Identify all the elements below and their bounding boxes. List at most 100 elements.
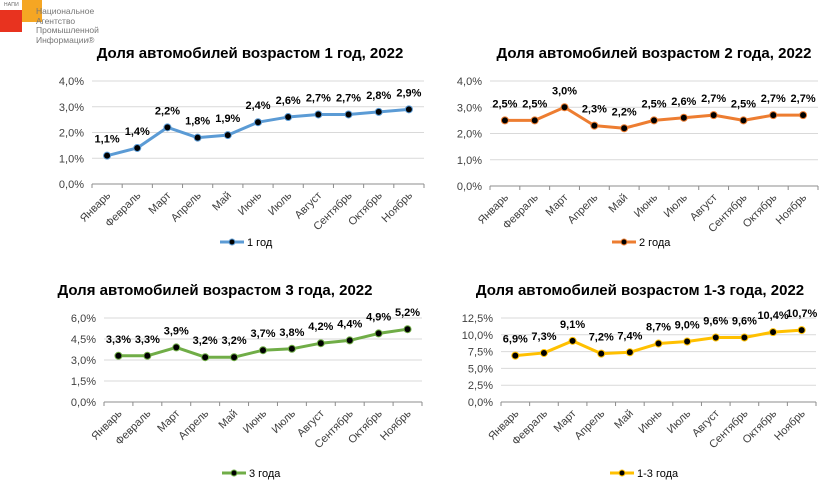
data-label: 2,7% [306,92,331,104]
y-tick-label: 4,0% [457,76,482,88]
legend-label: 3 года [249,468,281,480]
data-label: 3,2% [193,335,218,347]
data-label: 3,9% [164,325,189,337]
logo-line: Информации® [36,34,95,45]
data-point [560,103,569,112]
data-label: 2,2% [612,106,637,118]
y-tick-label: 4,5% [71,334,96,346]
data-point [404,105,413,114]
data-point [740,333,749,342]
data-label: 3,0% [552,85,577,97]
legend-marker [618,469,626,477]
data-point [500,116,509,125]
data-label: 7,2% [589,332,614,344]
data-label: 7,3% [531,331,556,343]
data-label: 6,9% [503,334,528,346]
x-tick-label: Ноябрь [772,407,808,443]
data-point [344,110,353,119]
data-point [679,113,688,122]
y-tick-label: 7,5% [468,347,493,359]
data-point [683,337,692,346]
data-point [739,116,748,125]
data-point [316,339,325,348]
y-tick-label: 0,0% [468,397,493,409]
y-tick-label: 4,0% [59,76,84,88]
data-point [259,346,267,355]
data-point [511,351,520,360]
logo-orange-square [22,0,42,22]
data-label: 2,7% [791,93,816,105]
data-label: 3,7% [250,328,275,340]
data-point [133,143,142,152]
data-label: 2,6% [671,96,696,108]
data-label: 9,6% [732,315,757,327]
y-tick-label: 2,5% [468,380,493,392]
legend-label: 2 года [639,237,671,249]
data-label: 1,4% [125,126,150,138]
data-point [103,151,112,160]
data-label: 2,8% [366,90,391,102]
y-tick-label: 0,0% [59,179,84,191]
data-point [797,326,806,335]
data-label: 2,5% [641,98,666,110]
y-tick-label: 3,0% [59,102,84,114]
x-tick-label: Май [612,408,636,432]
data-point [568,336,577,345]
data-point [345,336,354,345]
data-point [193,133,202,142]
data-point [769,111,778,120]
data-label: 2,3% [582,104,607,116]
legend-marker [230,469,238,477]
data-point [172,343,181,352]
data-label: 7,4% [617,330,642,342]
data-point [654,339,663,348]
data-label: 9,1% [560,319,585,331]
data-label: 2,7% [761,93,786,105]
data-point [374,107,383,116]
data-point [284,113,293,122]
chart-title: Доля автомобилей возрастом 2 года, 2022 [497,45,812,62]
data-point [711,333,720,342]
data-label: 2,5% [522,98,547,110]
logo-line: Национальное [36,6,95,16]
data-label: 3,8% [279,327,304,339]
data-label: 8,7% [646,322,671,334]
data-point [769,328,778,337]
y-tick-label: 6,0% [71,313,96,325]
legend-marker [228,238,236,246]
chart-title: Доля автомобилей возрастом 1-3 года, 202… [476,282,804,299]
data-point [539,348,548,357]
data-label: 10,7% [786,308,817,320]
napi-logo: НАПИ Национальное Агентство Промышленной… [0,0,110,60]
data-point [403,325,412,334]
y-tick-label: 2,0% [59,128,84,140]
data-label: 3,2% [222,335,247,347]
y-tick-label: 1,5% [71,376,96,388]
y-tick-label: 0,0% [457,181,482,193]
data-label: 2,5% [731,98,756,110]
logo-red-square [0,10,22,32]
legend: 3 года [222,468,281,480]
data-label: 2,5% [492,98,517,110]
data-point [114,351,123,360]
data-point [254,118,262,127]
data-label: 2,4% [245,100,270,112]
data-point [530,116,539,125]
data-label: 2,2% [155,105,180,117]
y-tick-label: 3,0% [457,102,482,114]
data-label: 4,9% [366,311,391,323]
data-point [799,111,808,120]
y-tick-label: 1,0% [457,155,482,167]
data-point [230,353,239,362]
data-label: 3,3% [135,334,160,346]
x-tick-label: Июль [665,407,694,436]
logo-abbreviation: НАПИ [4,2,19,8]
legend-marker [620,238,628,246]
data-point [650,116,658,125]
data-label: 9,0% [675,320,700,332]
data-point [314,110,323,119]
data-label: 4,2% [308,321,333,333]
data-point [223,131,232,140]
